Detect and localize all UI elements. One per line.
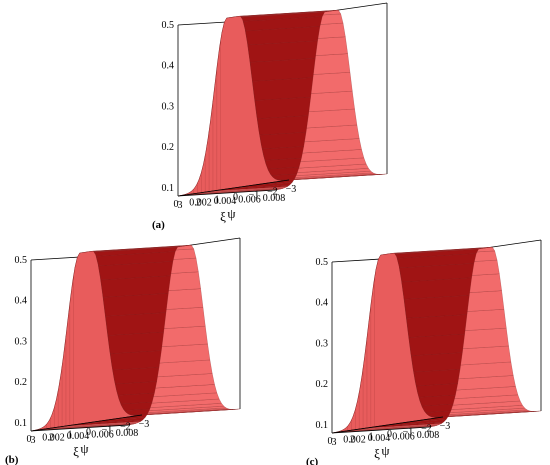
psi-tick-label: 1 [369,432,374,443]
frame-edge [177,189,277,197]
z-tick-label: 0.3 [15,336,28,347]
surface-plot-a: 0.1 0.2 0.3 0.4 0.5 0 0.002 0.004 0.006 0.008 3 2 1 0… [152,2,388,231]
psi-tick-label: −2 [267,187,278,198]
xi-tick-label: 0.006 [238,195,261,206]
frame-edge [331,426,431,434]
surface-plot-c: 0.1 0.2 0.3 0.4 0.5 0 0.002 0.004 0.006 0.008 3 2 1 0… [306,239,542,465]
z-tick-label: 0.3 [162,101,175,112]
z-tick-label: 0.4 [15,296,28,307]
psi-tick-label: −3 [286,184,297,195]
xi-tick-label: 0.008 [263,193,286,204]
z-tick-label: 0.2 [162,142,175,153]
xi-tick-label: 0.006 [91,430,114,441]
psi-tick-label: 2 [49,432,54,443]
psi-tick-label: −1 [403,426,414,437]
xi-tick-label: 0.004 [368,433,391,444]
z-tick-label: 0.1 [15,418,28,429]
z-tick-label: 0.4 [316,298,329,309]
z-tick-label: 0.4 [162,61,175,72]
z-tick-label: 0.3 [316,338,329,349]
psi-tick-label: −1 [249,189,260,200]
xi-tick-label: 0.008 [417,430,440,441]
xi-axis-label: ξ [73,444,79,459]
panel-label: (b) [5,454,19,465]
psi-axis-label: ψ [381,443,389,458]
surface-mesh [30,244,241,432]
surface-front-face [30,250,143,432]
psi-tick-label: −3 [139,419,150,430]
z-tick-label: 0.5 [15,255,28,266]
psi-tick-label: 0 [387,429,392,440]
frame-edge [331,416,444,434]
psi-tick-label: 3 [332,437,337,448]
panel-label: (a) [152,219,165,231]
psi-axis-label: ψ [80,441,88,456]
surface-mesh [331,246,542,434]
psi-tick-label: 0 [86,427,91,438]
xi-tick-label: 0.006 [392,432,415,443]
psi-axis-label: ψ [227,206,235,221]
z-tick-label: 0.5 [316,257,329,268]
frame-edge [30,414,143,432]
xi-tick-label: 0 [174,199,179,210]
z-tick-label: 0.2 [316,379,329,390]
surface-front-face [331,252,444,434]
psi-tick-label: −1 [102,424,113,435]
xi-tick-label: 0 [328,436,333,447]
psi-tick-label: −2 [421,424,432,435]
psi-tick-label: 0 [233,192,238,203]
xi-tick-label: 0.002 [343,435,366,446]
psi-tick-label: 3 [178,200,183,211]
frame-edge [30,424,130,432]
psi-tick-label: 1 [68,430,73,441]
psi-tick-label: −3 [440,421,451,432]
xi-tick-label: 0.008 [116,428,139,439]
xi-tick-label: 0.002 [42,433,65,444]
psi-tick-label: −2 [120,422,131,433]
xi-axis-label: ξ [220,209,226,224]
surface-plot-b: 0.1 0.2 0.3 0.4 0.5 0 0.002 0.004 0.006 0.008 3 2 1 0… [5,237,241,465]
panel-label: (c) [306,456,319,465]
xi-axis-label: ξ [374,446,380,461]
psi-tick-label: 2 [350,434,355,445]
surface-mesh [177,9,388,197]
xi-tick-label: 0.002 [189,198,212,209]
psi-tick-label: 3 [31,435,36,446]
xi-tick-label: 0.004 [67,431,90,442]
psi-tick-label: 2 [196,197,201,208]
xi-tick-label: 0 [27,434,32,445]
frame-edge [177,179,290,197]
z-tick-label: 0.1 [162,183,175,194]
xi-tick-label: 0.004 [214,196,237,207]
z-tick-label: 0.5 [162,20,175,31]
psi-tick-label: 1 [215,195,220,206]
surface-front-face [177,15,290,197]
z-tick-label: 0.2 [15,377,28,388]
z-tick-label: 0.1 [316,420,329,431]
